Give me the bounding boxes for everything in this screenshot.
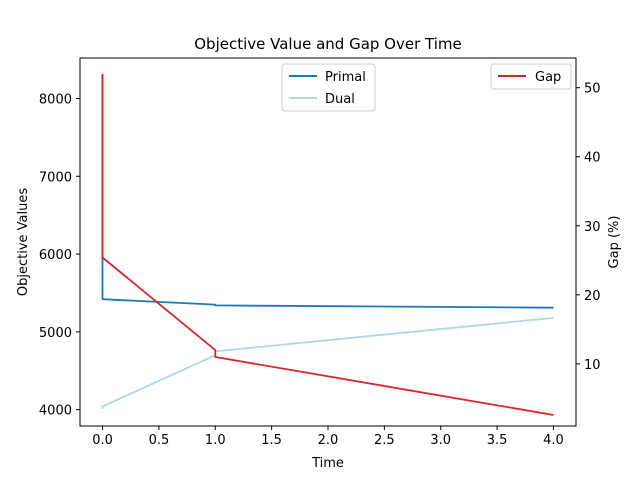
y-left-tick-label: 5000: [39, 326, 72, 341]
x-tick-label: 2.5: [374, 433, 395, 448]
x-tick-label: 3.5: [487, 433, 508, 448]
legend-label-dual: Dual: [325, 92, 355, 107]
x-tick-label: 3.0: [430, 433, 451, 448]
y-left-tick-label: 7000: [39, 170, 72, 185]
y-axis-left: 4000 5000 6000 7000 8000: [39, 92, 80, 419]
y-left-tick-label: 8000: [39, 92, 72, 107]
y-right-tick-label: 40: [584, 151, 601, 166]
y-left-tick-label: 6000: [39, 248, 72, 263]
legend-label-primal: Primal: [325, 70, 366, 85]
series-line-dual: [101, 317, 554, 409]
y-axis-right-title: Gap (%): [607, 216, 622, 269]
legend-primal-dual: Primal Dual: [281, 63, 376, 112]
y-left-tick-label: 4000: [39, 404, 72, 419]
chart-title: Objective Value and Gap Over Time: [194, 35, 462, 53]
plot-area: [79, 57, 577, 427]
x-tick-label: 1.5: [261, 433, 282, 448]
x-tick-label: 0.0: [92, 433, 113, 448]
x-axis-title: Time: [311, 456, 344, 471]
plot-frame: [79, 57, 577, 427]
x-tick-label: 1.0: [205, 433, 226, 448]
x-tick-label: 2.0: [318, 433, 339, 448]
legend-label-gap: Gap: [535, 70, 561, 85]
series-line-gap: [101, 73, 554, 416]
y-right-tick-label: 10: [584, 358, 601, 373]
y-axis-right: 10 20 30 40 50: [576, 82, 601, 373]
legend-box: [490, 63, 572, 90]
y-axis-left-title: Objective Values: [16, 188, 31, 296]
legend-gap: Gap: [490, 63, 572, 90]
x-axis: 0.0 0.5 1.0 1.5 2.0 2.5 3.0 3.5 4.0: [92, 426, 564, 448]
y-right-tick-label: 50: [584, 82, 601, 97]
x-tick-label: 4.0: [543, 433, 564, 448]
y-right-tick-label: 20: [584, 289, 601, 304]
x-tick-label: 0.5: [149, 433, 170, 448]
y-right-tick-label: 30: [584, 220, 601, 235]
series-layer: [101, 73, 554, 416]
